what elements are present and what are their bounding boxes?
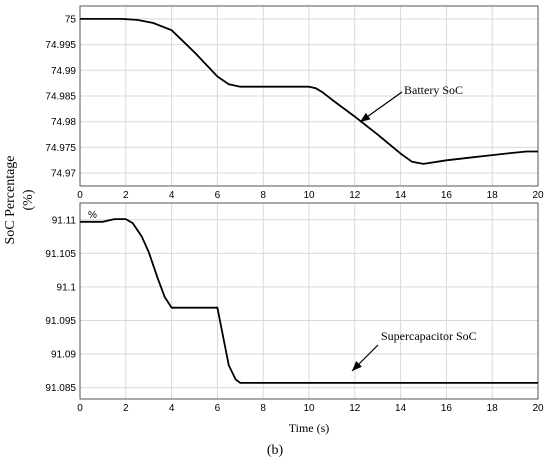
- x-tick-label: 12: [349, 403, 361, 414]
- x-tick-label: 4: [169, 190, 175, 201]
- x-tick-label: 6: [215, 190, 221, 201]
- y-tick-label: 74.98: [51, 117, 76, 128]
- annotation-label: Supercapacitor SoC: [381, 329, 477, 343]
- y-tick-label: 91.105: [45, 249, 76, 260]
- y-axis-title: SoC Percentage: [3, 155, 18, 244]
- y-tick-label: 74.99: [51, 66, 76, 77]
- y-tick-label: 74.985: [45, 92, 76, 103]
- x-tick-label: 20: [532, 190, 544, 201]
- x-tick-label: 10: [303, 190, 315, 201]
- y-tick-label: 74.995: [45, 40, 76, 51]
- x-tick-label: 8: [260, 403, 266, 414]
- x-tick-label: 8: [260, 190, 266, 201]
- battery-soc-panel: 0 2 4 6 8 10 12 14 16 18 20 74.97 74.975 74.98 74.985 7…: [45, 5, 544, 201]
- x-tick-label: 18: [487, 403, 499, 414]
- supercapacitor-soc-panel: 0 2 4 6 8 10 12 14 16 18 20 91.085 91.09 91.095 91.1 91…: [45, 202, 544, 414]
- x-tick-label: 10: [303, 403, 315, 414]
- x-tick-label: 14: [395, 403, 407, 414]
- figure-caption: (b): [267, 443, 284, 458]
- series-line: [80, 17, 538, 165]
- x-tick-label: 16: [441, 403, 453, 414]
- y-tick-label: 75: [65, 14, 77, 25]
- plot-frame: [79, 202, 539, 400]
- bottom-panel-unit-tag: %: [88, 210, 97, 221]
- x-tick-label: 14: [395, 190, 407, 201]
- x-axis-title: Time (s): [289, 421, 330, 435]
- x-tick-label: 20: [532, 403, 544, 414]
- x-tick-label: 4: [169, 403, 175, 414]
- y-tick-label: 91.11: [52, 215, 77, 226]
- plot-frame: [79, 5, 539, 187]
- annotation-arrow-head: [360, 112, 371, 122]
- x-tick-label: 2: [123, 403, 129, 414]
- x-tick-label: 6: [215, 403, 221, 414]
- y-tick-label: 74.975: [45, 143, 76, 154]
- annotation-arrow-head: [352, 361, 362, 371]
- annotation-label: Battery SoC: [404, 83, 463, 97]
- x-tick-label: 16: [441, 190, 453, 201]
- y-tick-label: 91.1: [57, 282, 77, 293]
- y-tick-label: 91.085: [45, 383, 76, 394]
- y-tick-label: 91.09: [51, 350, 76, 361]
- series-line: [80, 218, 538, 384]
- x-tick-label: 18: [487, 190, 499, 201]
- x-tick-label: 0: [77, 190, 83, 201]
- y-tick-label: 91.095: [45, 316, 76, 327]
- x-tick-label: 12: [349, 190, 361, 201]
- x-tick-label: 2: [123, 190, 129, 201]
- x-tick-label: 0: [77, 403, 83, 414]
- y-axis-unit: (%): [21, 189, 36, 210]
- y-tick-label: 74.97: [51, 169, 76, 180]
